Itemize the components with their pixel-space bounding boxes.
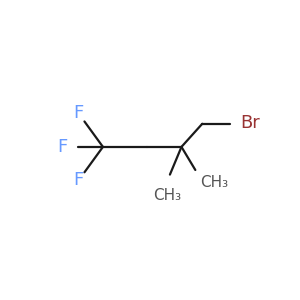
Text: F: F <box>74 171 84 189</box>
Text: CH₃: CH₃ <box>200 175 228 190</box>
Text: CH₃: CH₃ <box>154 188 182 203</box>
Text: Br: Br <box>240 114 260 132</box>
Text: F: F <box>57 138 68 156</box>
Text: F: F <box>74 104 84 122</box>
